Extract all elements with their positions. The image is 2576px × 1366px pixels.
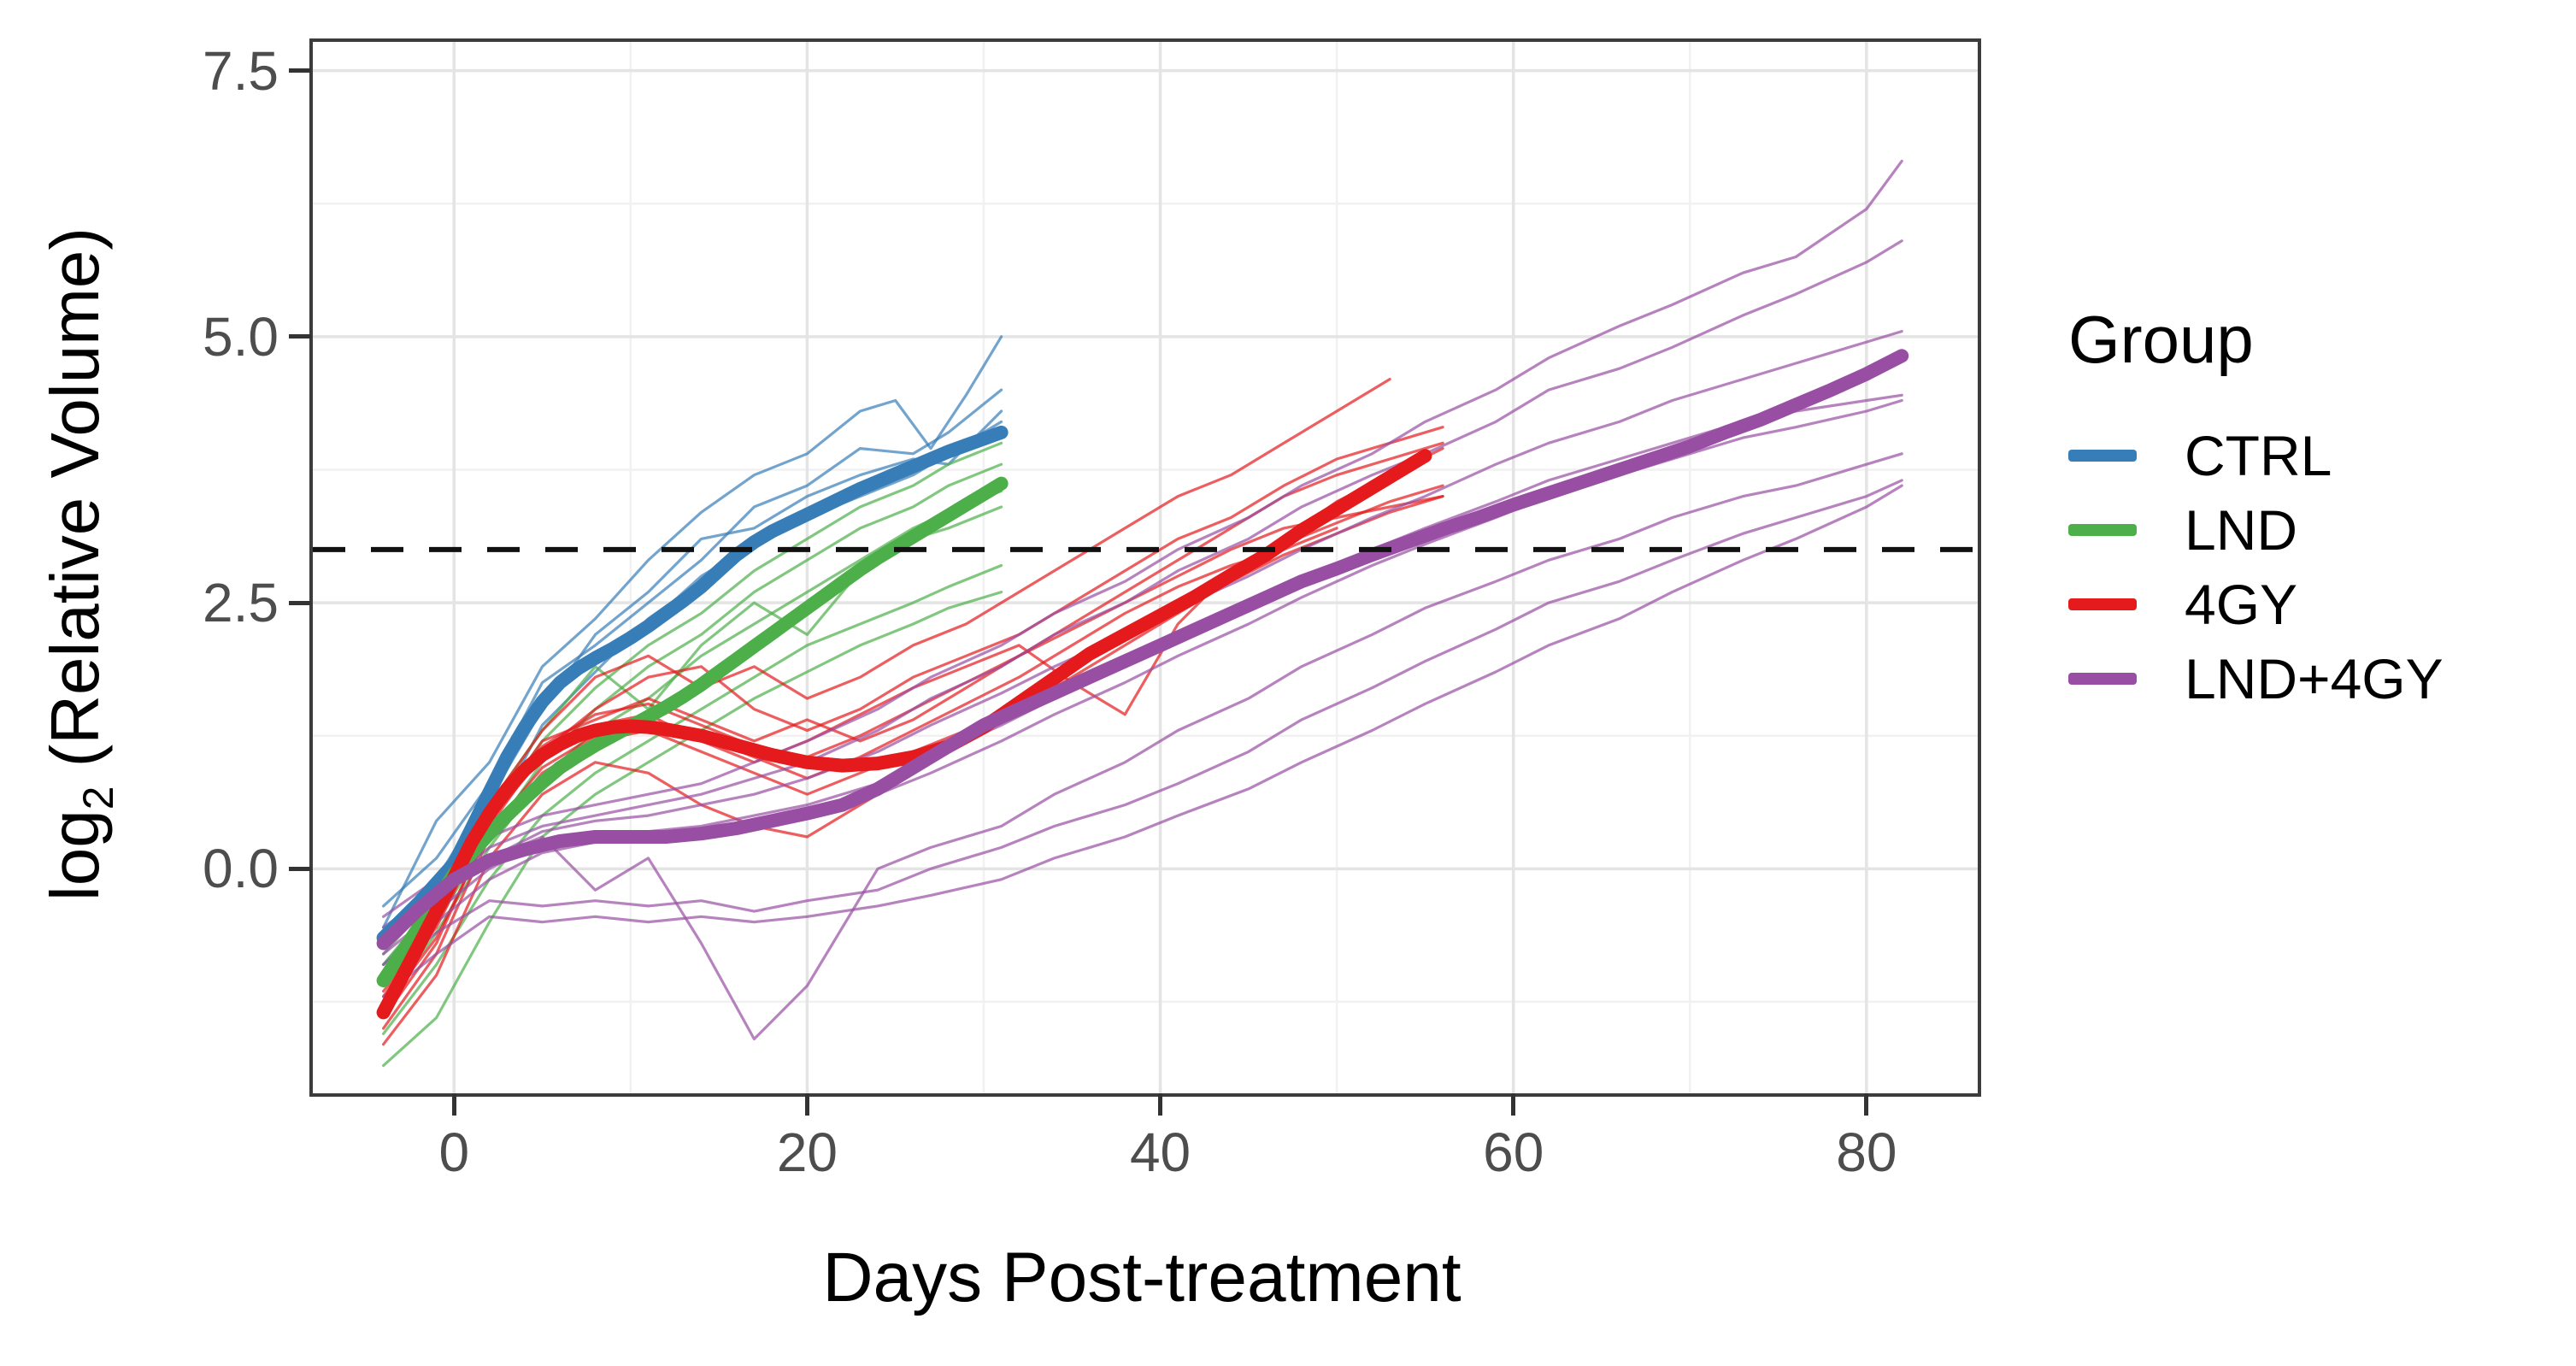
- trace-line-4gy: [381, 426, 1444, 1020]
- y-tick-label: 7.5: [203, 39, 279, 102]
- y-tick-label: 5.0: [203, 305, 279, 368]
- trace-line-lnd-4gy: [381, 479, 1903, 977]
- legend-item-lnd-4gy: LND+4GY: [2068, 641, 2547, 715]
- y-tick-mark: [289, 334, 311, 339]
- y-axis-title-main: log: [37, 810, 113, 901]
- y-tick-mark: [289, 600, 311, 605]
- legend-title: Group: [2068, 302, 2254, 377]
- trace-line-lnd-4gy: [381, 239, 1903, 929]
- x-tick-mark: [451, 1093, 456, 1116]
- legend-item-lnd: LND: [2068, 492, 2547, 567]
- x-axis-title: Days Post-treatment: [822, 1239, 1461, 1316]
- y-tick-mark: [289, 866, 311, 871]
- x-tick-label: 40: [1129, 1122, 1191, 1183]
- x-tick-mark: [804, 1093, 809, 1116]
- legend-key-line-icon: [2068, 672, 2137, 685]
- x-tick-label: 20: [776, 1122, 838, 1183]
- trace-line-lnd-4gy: [381, 452, 1903, 1041]
- legend-item-label: CTRL: [2185, 423, 2332, 487]
- legend-key-line-icon: [2068, 523, 2137, 536]
- y-axis-title-rest: (Relative Volume): [37, 227, 113, 786]
- x-tick-label: 80: [1836, 1122, 1897, 1183]
- y-axis-title: log2 (Relative Volume): [32, 94, 122, 1034]
- y-axis-title-subscript: 2: [74, 786, 122, 810]
- trace-line-lnd-4gy: [381, 330, 1903, 945]
- legend-entries: CTRL LND 4GY LND+4GY: [2068, 418, 2547, 715]
- mean-line-4gy: [376, 449, 1432, 1020]
- legend-item-ctrl: CTRL: [2068, 418, 2547, 492]
- legend-key-line-icon: [2068, 598, 2137, 610]
- y-tick-label: 2.5: [203, 572, 279, 634]
- trace-line-lnd-4gy: [381, 484, 1903, 998]
- legend-item-label: 4GY: [2185, 572, 2298, 636]
- mean-line-ctrl: [376, 425, 1009, 945]
- legend-key-line-icon: [2068, 449, 2137, 462]
- x-tick-label: 60: [1483, 1122, 1544, 1183]
- x-tick-mark: [1864, 1093, 1869, 1116]
- y-tick-mark: [289, 68, 311, 74]
- mean-line-lnd: [376, 476, 1009, 987]
- mean-line-lnd-4gy: [376, 349, 1909, 951]
- legend-item-label: LND+4GY: [2185, 646, 2444, 710]
- x-tick-mark: [1511, 1093, 1516, 1116]
- legend-item-4gy: 4GY: [2068, 567, 2547, 641]
- legend: Group CTRL LND 4GY LND+4GY: [2068, 301, 2547, 715]
- legend-item-label: LND: [2185, 498, 2298, 562]
- x-tick-mark: [1158, 1093, 1163, 1116]
- y-tick-label: 0.0: [203, 838, 279, 900]
- trace-line-lnd-4gy: [381, 159, 1903, 918]
- x-tick-label: 0: [438, 1122, 470, 1183]
- chart-canvas: [313, 42, 1978, 1093]
- trace-line-ctrl: [381, 335, 1003, 929]
- trace-line-4gy: [381, 378, 1391, 998]
